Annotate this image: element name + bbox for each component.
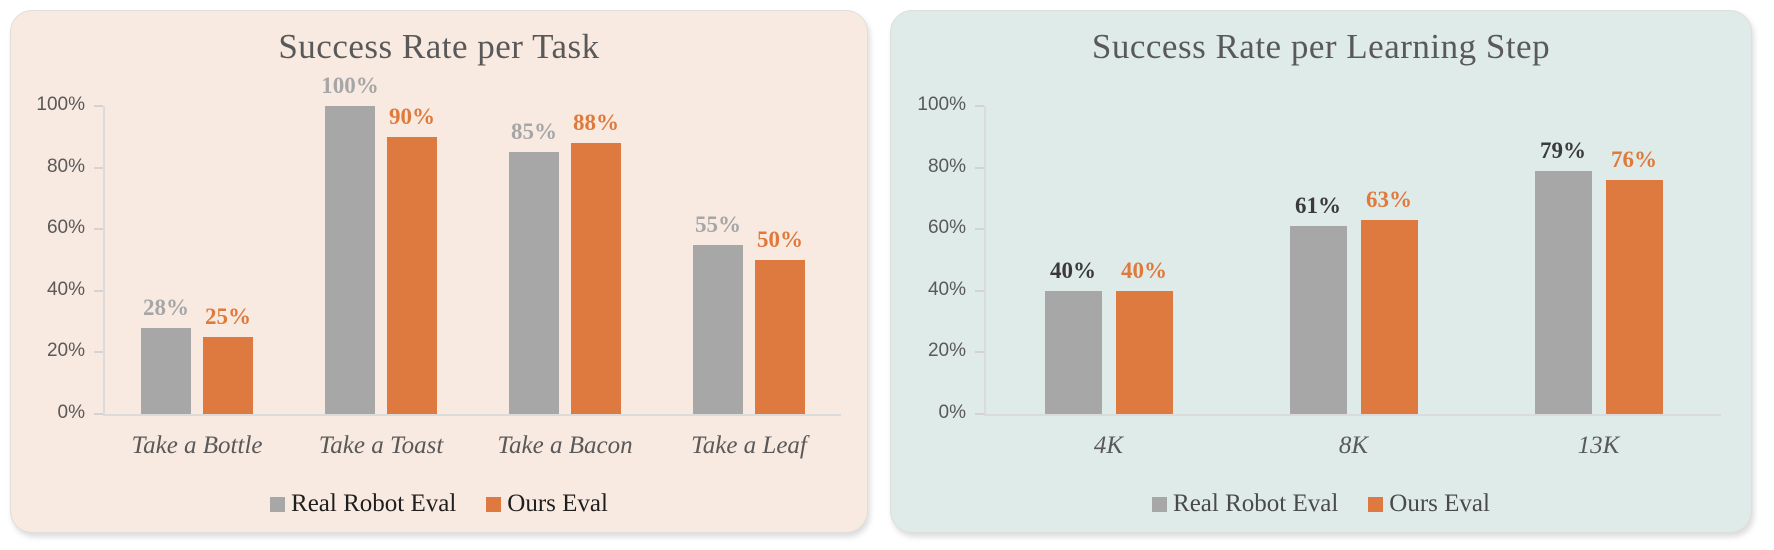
x-axis-line (103, 414, 841, 416)
y-axis-line (103, 106, 105, 414)
bar-value-label: 76% (1611, 147, 1657, 172)
bar-ours-eval (755, 260, 805, 414)
y-tick-mark (975, 351, 984, 354)
y-tick-mark (975, 166, 984, 169)
bar-value-label: 63% (1366, 187, 1412, 212)
bar-value-label: 79% (1540, 138, 1586, 163)
category-label: Take a Toast (318, 432, 444, 459)
bar-chart-task: 0% 20% 40% 60% 80% 100% 28% 25% Take a Bottle 100… (11, 11, 867, 532)
category-label: Take a Bacon (497, 432, 633, 459)
y-tick-mark (94, 105, 103, 107)
bar-value-label: 61% (1295, 193, 1341, 218)
legend-label: Real Robot Eval (291, 490, 457, 517)
category-label: 13K (1577, 432, 1620, 459)
bar-value-label: 55% (695, 212, 741, 237)
y-tick-mark (975, 228, 984, 231)
x-axis-line (984, 414, 1721, 416)
legend-swatch-icon (1368, 496, 1384, 512)
y-tick-label: 0% (57, 402, 85, 423)
bar-ours-eval (1605, 180, 1663, 414)
y-tick-mark (975, 289, 984, 292)
bar-real-robot-eval (141, 328, 191, 414)
y-tick-mark (94, 413, 103, 415)
legend-swatch-icon (486, 496, 502, 512)
y-tick-label: 20% (927, 340, 966, 362)
y-tick-label: 20% (46, 340, 85, 362)
bar-chart-learning-step: 0% 20% 40% 60% 80% 100% 40% 40% 4K 61% 63% 8K 79% 76%… (891, 11, 1751, 532)
bar-value-label: 40% (1050, 258, 1096, 283)
chart-title-task: Success Rate per Task (278, 27, 600, 66)
bar-value-label: 28% (143, 295, 189, 320)
bar-real-robot-eval (693, 245, 743, 414)
bar-value-label: 40% (1121, 258, 1167, 283)
legend-item-real-robot-eval: Real Robot Eval (270, 490, 456, 518)
y-axis-line (984, 106, 986, 414)
y-tick-label: 0% (938, 402, 966, 423)
category-label: 8K (1338, 432, 1369, 459)
bar-real-robot-eval (1044, 291, 1102, 414)
bar-ours-eval (203, 337, 253, 414)
bar-value-label: 100% (321, 73, 379, 98)
y-tick-label: 60% (927, 217, 966, 239)
y-tick-mark (94, 351, 103, 354)
legend-swatch-icon (270, 496, 286, 512)
bar-value-label: 25% (205, 304, 251, 329)
legend-swatch-icon (1152, 496, 1168, 512)
y-tick-mark (94, 289, 103, 292)
y-tick-label: 60% (46, 217, 85, 239)
legend-item-ours-eval: Ours Eval (486, 490, 608, 518)
y-tick-label: 40% (46, 278, 85, 300)
legend-label: Ours Eval (1389, 490, 1490, 517)
bar-real-robot-eval (1289, 226, 1347, 414)
chart-title-learning-step: Success Rate per Learning Step (1091, 27, 1551, 66)
bar-value-label: 85% (511, 119, 557, 144)
bar-value-label: 90% (389, 104, 435, 129)
category-label: 4K (1093, 432, 1124, 459)
y-tick-mark (94, 228, 103, 231)
bar-real-robot-eval (1534, 171, 1592, 414)
bar-value-label: 88% (573, 110, 619, 135)
bar-ours-eval (1360, 220, 1418, 414)
y-tick-label: 80% (46, 155, 85, 177)
legend-label: Ours Eval (507, 490, 608, 517)
y-tick-mark (975, 105, 984, 107)
bar-value-label: 50% (757, 227, 803, 252)
category-label: Take a Bottle (131, 432, 263, 459)
legend-item-real-robot-eval: Real Robot Eval (1152, 490, 1338, 518)
y-tick-label: 80% (927, 155, 966, 177)
y-tick-label: 100% (917, 94, 966, 115)
legend-task: Real Robot Eval Ours Eval (11, 488, 867, 520)
y-tick-label: 40% (927, 278, 966, 300)
panel-success-rate-per-learning-step: Success Rate per Learning Step 0% 20% 40% 6… (890, 10, 1752, 533)
bar-ours-eval (1115, 291, 1173, 414)
legend-label: Real Robot Eval (1173, 490, 1339, 517)
y-tick-mark (94, 166, 103, 169)
y-tick-label: 100% (36, 94, 85, 115)
y-tick-mark (975, 413, 984, 415)
bar-ours-eval (387, 137, 437, 414)
category-label: Take a Leaf (691, 432, 807, 459)
legend-item-ours-eval: Ours Eval (1368, 490, 1490, 518)
bar-real-robot-eval (509, 152, 559, 414)
legend-learning-step: Real Robot Eval Ours Eval (891, 488, 1751, 520)
bar-real-robot-eval (325, 106, 375, 414)
panel-success-rate-per-task: Success Rate per Task 0% 20% 40% 60% 80% 100%… (10, 10, 868, 533)
bar-ours-eval (571, 143, 621, 414)
